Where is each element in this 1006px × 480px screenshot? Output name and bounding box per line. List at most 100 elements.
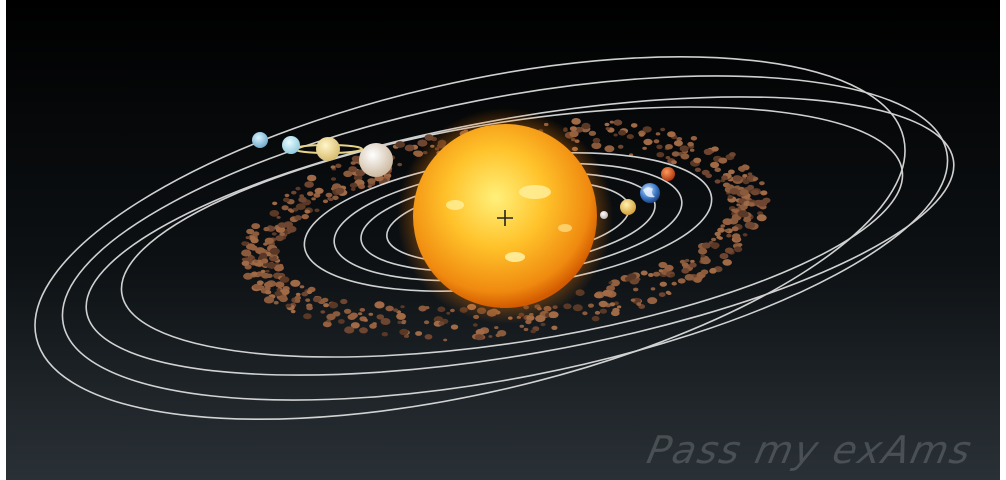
asteroid-rock [335, 163, 342, 168]
asteroid-rock [714, 179, 721, 184]
asteroid-rock [330, 165, 336, 169]
asteroid-rock [400, 305, 405, 309]
asteroid-rock [263, 226, 270, 232]
asteroid-rock [256, 280, 264, 286]
asteroid-rock [702, 242, 711, 249]
asteroid-rock [320, 310, 326, 314]
asteroid-rock [724, 229, 730, 233]
asteroid-rock [608, 281, 613, 284]
asteroid-rock [259, 286, 264, 290]
asteroid-rock [759, 181, 765, 186]
asteroid-rock [374, 301, 385, 309]
asteroid-rock [610, 279, 620, 287]
asteroid-rock [642, 126, 652, 133]
asteroid-rock [251, 271, 258, 276]
asteroid-rock [255, 247, 266, 255]
asteroid-rock [760, 190, 768, 196]
asteroid-rock [438, 321, 445, 326]
asteroid-rock [290, 279, 301, 287]
asteroid-rock [618, 130, 627, 136]
asteroid-rock [684, 258, 690, 263]
asteroid-rock [396, 312, 406, 320]
asteroid-rock [676, 137, 683, 141]
asteroid-rock [671, 151, 680, 157]
asteroid-rock [729, 152, 736, 157]
asteroid-rock [344, 326, 355, 334]
asteroid-rock [299, 285, 305, 289]
asteroid-rock [602, 289, 613, 297]
asteroid-rock [246, 243, 256, 250]
asteroid-rock [306, 290, 313, 295]
asteroid-rock [540, 322, 546, 327]
asteroid-rock [443, 338, 448, 342]
asteroid-rock [689, 262, 697, 268]
asteroid-rock [424, 306, 430, 310]
asteroid-rock [671, 281, 677, 286]
asteroid-rock [627, 273, 637, 280]
asteroid-rock [343, 170, 353, 178]
asteroid-rock [326, 313, 336, 321]
asteroid-rock [667, 131, 676, 138]
asteroid-rock [636, 302, 642, 306]
asteroid-rock [731, 226, 739, 231]
asteroid-rock [273, 300, 279, 305]
asteroid-rock [349, 312, 358, 319]
asteroid-rock [743, 216, 752, 223]
asteroid-rock [650, 287, 656, 291]
asteroid-rock [313, 192, 321, 198]
asteroid-rock [604, 145, 615, 153]
left-frame-edge [0, 0, 6, 480]
asteroid-rock [693, 157, 702, 164]
asteroid-rock [640, 270, 648, 276]
asteroid-rock [263, 296, 275, 304]
asteroid-rock [290, 309, 296, 314]
asteroid-rock [314, 187, 324, 194]
asteroid-rock [655, 132, 661, 136]
asteroid-rock [742, 179, 750, 185]
asteroid-rock [325, 192, 333, 198]
asteroid-rock [278, 295, 288, 303]
asteroid-rock [591, 315, 600, 322]
asteroid-belt [241, 118, 771, 342]
asteroid-rock [307, 191, 314, 196]
asteroid-rock [653, 139, 660, 144]
asteroid-rock [653, 271, 661, 277]
asteroid-rock [530, 329, 536, 334]
asteroid-rock [278, 222, 287, 228]
asteroid-rock [659, 281, 667, 287]
asteroid-rock [581, 122, 591, 130]
asteroid-rock [241, 257, 247, 262]
asteroid-rock [604, 122, 610, 127]
asteroid-rock [664, 264, 674, 272]
asteroid-rock [393, 308, 399, 313]
asteroid-rock [588, 303, 594, 308]
asteroid-rock [472, 323, 478, 327]
asteroid-rock [743, 213, 749, 217]
asteroid-rock [742, 233, 748, 237]
asteroid-rock [599, 308, 608, 314]
asteroid-rock [690, 136, 698, 141]
asteroid-rock [698, 248, 708, 255]
asteroid-rock [295, 203, 306, 211]
asteroid-rock [609, 302, 616, 307]
asteroid-rock [254, 259, 259, 263]
asteroid-rock [276, 288, 281, 292]
jupiter-planet-icon [359, 143, 393, 177]
asteroid-rock [735, 185, 740, 189]
asteroid-rock [551, 325, 558, 330]
asteroid-rock [592, 137, 601, 144]
asteroid-rock [369, 323, 377, 329]
asteroid-rock [363, 318, 368, 322]
asteroid-rock [274, 290, 283, 297]
asteroid-rock [630, 123, 638, 128]
orbit-uranus [61, 75, 949, 401]
asteroid-rock [307, 174, 317, 182]
asteroid-rock [605, 127, 610, 131]
asteroid-rock [679, 259, 686, 264]
asteroid-rock [403, 334, 410, 339]
asteroid-rock [474, 334, 484, 341]
asteroid-rock [718, 157, 728, 164]
asteroid-rock [588, 130, 597, 136]
asteroid-rock [729, 188, 739, 195]
